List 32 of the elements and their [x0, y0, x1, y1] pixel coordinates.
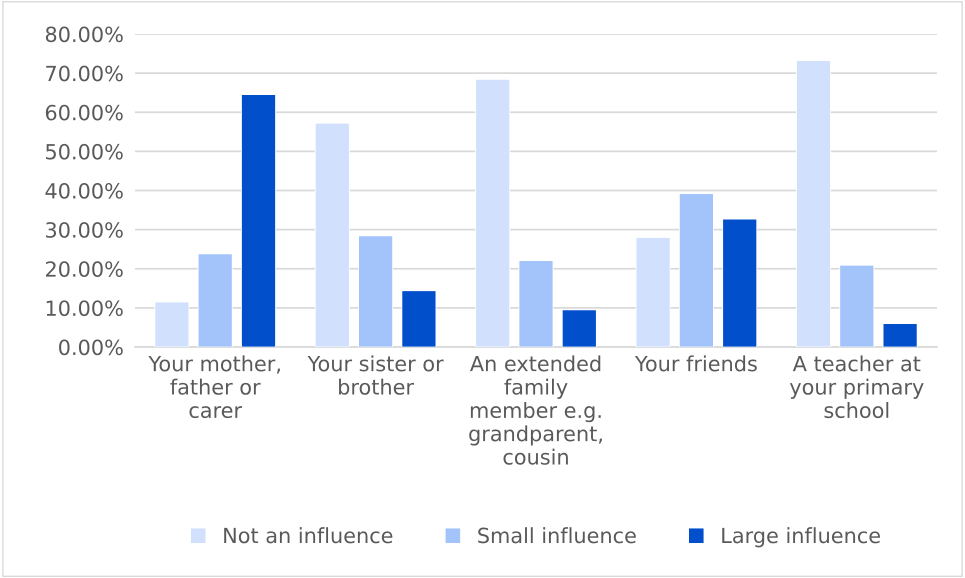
bar	[314, 122, 350, 347]
legend-label: Large influence	[722, 527, 880, 548]
y-tick-label: 20.00%	[46, 261, 123, 277]
bar	[475, 78, 510, 347]
bar	[241, 94, 276, 347]
y-tick-label: 60.00%	[46, 104, 123, 120]
bar	[839, 264, 874, 347]
x-tick-label: Your friends	[634, 355, 757, 372]
bar	[882, 323, 918, 347]
legend-label: Not an influence	[224, 527, 392, 544]
y-tick-label: 50.00%	[46, 144, 123, 160]
legend-label: Small influence	[478, 527, 636, 544]
x-tick-label: Your sister or brother	[308, 355, 444, 395]
bar	[796, 60, 831, 347]
bar	[358, 235, 394, 347]
y-tick-label: 30.00%	[46, 222, 123, 238]
bar	[722, 218, 758, 347]
y-tick-label: 70.00%	[46, 66, 123, 82]
y-tick-label: 40.00%	[45, 182, 123, 199]
bar	[636, 237, 671, 347]
bar	[401, 290, 436, 347]
bar	[678, 193, 714, 347]
y-tick-label: 10.00%	[46, 300, 123, 316]
bar	[518, 260, 554, 347]
bar	[154, 302, 190, 347]
y-tick-label: 0.00%	[59, 339, 123, 356]
bar	[198, 253, 233, 347]
x-tick-label: Your mother, father or carer	[148, 355, 280, 418]
x-tick-label: An extended family member e.g. grandparent, cousin	[469, 355, 602, 465]
y-tick-label: 80.00%	[46, 26, 123, 42]
bar	[562, 309, 597, 347]
x-tick-label: A teacher at your primary school	[790, 355, 924, 418]
